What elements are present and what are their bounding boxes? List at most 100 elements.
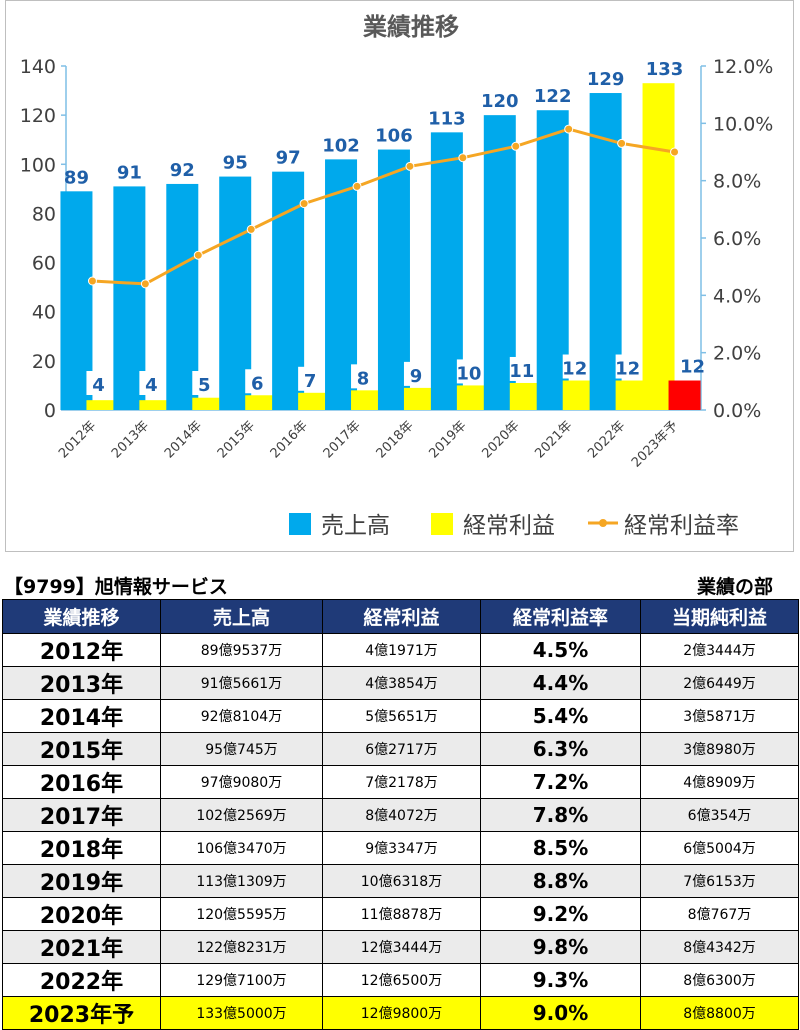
profit-data-label: 5	[198, 375, 211, 396]
net-income-cell: 8億6300万	[640, 963, 799, 997]
profit-bar	[86, 400, 119, 410]
sales-cell: 129億7100万	[160, 963, 323, 997]
right-axis-tick-label: 4.0%	[713, 285, 761, 307]
net-income-cell: 3億5871万	[640, 699, 799, 733]
sales-data-label: 120	[481, 91, 519, 112]
profit-data-label: 8	[357, 368, 370, 389]
profit-data-label-background	[298, 366, 323, 391]
ordinary-profit-cell: 4億1971万	[322, 633, 481, 667]
sales-cell: 95億745万	[160, 732, 323, 766]
left-axis-tick-label: 0	[44, 400, 56, 422]
profit-bar	[298, 392, 331, 410]
ordinary-profit-cell: 12億9800万	[322, 996, 481, 1030]
left-axis-tick-label: 140	[20, 56, 56, 78]
sales-data-label: 95	[223, 153, 248, 174]
left-axis-tick-label: 80	[32, 203, 56, 225]
x-axis-tick-label: 2018年	[374, 418, 417, 461]
net-income-cell: 8億4342万	[640, 930, 799, 964]
profit-data-label: 10	[456, 363, 481, 384]
legend-swatch	[431, 513, 453, 535]
x-axis-tick-label: 2014年	[162, 418, 205, 461]
right-axis-tick-label: 2.0%	[713, 343, 761, 365]
profit-data-label: 11	[509, 361, 534, 382]
table-row: 2018年 106億3470万 9億3347万 8.5% 6億5004万	[2, 831, 799, 865]
sales-cell: 91億5661万	[160, 666, 323, 700]
x-axis-tick-label: 2016年	[268, 418, 311, 461]
chart-title: 業績推移	[363, 13, 459, 41]
profit-rate-cell: 7.8%	[480, 798, 641, 832]
profit-bar	[562, 380, 595, 410]
net-income-cell: 6億354万	[640, 798, 799, 832]
profit-data-label-background	[139, 371, 164, 395]
sales-cell: 120億5595万	[160, 897, 323, 931]
profit-bar	[351, 390, 384, 410]
x-axis-tick-label: 2021年	[532, 418, 575, 461]
profit-data-label-background	[192, 371, 217, 395]
sales-cell: 97億9080万	[160, 765, 323, 799]
sales-cell: 92億8104万	[160, 699, 323, 733]
rate-point	[511, 141, 521, 151]
ordinary-profit-cell: 8億4072万	[322, 798, 481, 832]
left-axis-tick-label: 100	[20, 154, 56, 176]
column-header: 経常利益	[322, 599, 481, 634]
profit-rate-cell: 9.0%	[480, 996, 641, 1030]
profit-bar	[139, 400, 172, 410]
rate-point	[458, 153, 468, 163]
left-axis-tick-label: 20	[32, 351, 56, 373]
profit-rate-cell: 9.3%	[480, 963, 641, 997]
ordinary-profit-cell: 5億5651万	[322, 699, 481, 733]
legend-swatch	[289, 513, 311, 535]
sales-bar	[642, 83, 675, 410]
sales-cell: 133億5000万	[160, 996, 323, 1030]
year-cell: 2018年	[2, 831, 161, 865]
rate-point	[405, 161, 415, 171]
legend-label: 売上高	[321, 513, 390, 539]
year-cell: 2017年	[2, 798, 161, 832]
profit-rate-cell: 9.8%	[480, 930, 641, 964]
rate-point	[87, 276, 97, 286]
ordinary-profit-cell: 7億2178万	[322, 765, 481, 799]
year-cell: 2014年	[2, 699, 161, 733]
table-row: 2020年 120億5595万 11億8878万 9.2% 8億767万	[2, 897, 799, 931]
column-header: 売上高	[160, 599, 323, 634]
company-name: 【9799】旭情報サービス	[4, 576, 228, 598]
rate-point	[140, 279, 150, 289]
year-cell: 2023年予	[2, 996, 161, 1030]
profit-data-label-background	[615, 354, 640, 379]
x-axis-tick-label: 2022年	[585, 418, 628, 461]
net-income-cell: 2億6449万	[640, 666, 799, 700]
profit-data-label-background	[86, 371, 111, 395]
ordinary-profit-cell: 10億6318万	[322, 864, 481, 898]
ordinary-profit-cell: 4億3854万	[322, 666, 481, 700]
rate-point	[246, 224, 256, 234]
rate-point	[299, 199, 309, 209]
left-axis-tick-label: 120	[20, 105, 56, 127]
sales-data-label: 102	[322, 135, 360, 156]
profit-data-label-background	[509, 356, 534, 381]
column-header: 経常利益率	[480, 599, 641, 634]
profit-bar	[615, 380, 648, 410]
net-income-cell: 3億8980万	[640, 732, 799, 766]
profit-data-label: 12	[562, 359, 587, 380]
right-axis-tick-label: 8.0%	[713, 171, 761, 193]
column-header: 当期純利益	[640, 599, 799, 634]
net-income-cell: 6億5004万	[640, 831, 799, 865]
rate-point	[193, 250, 203, 260]
ordinary-profit-cell: 12億6500万	[322, 963, 481, 997]
profit-data-label: 7	[304, 371, 317, 392]
table-row: 2015年 95億745万 6億2717万 6.3% 3億8980万	[2, 732, 799, 766]
profit-rate-cell: 7.2%	[480, 765, 641, 799]
left-axis-tick-label: 40	[32, 302, 56, 324]
table-row: 2014年 92億8104万 5億5651万 5.4% 3億5871万	[2, 699, 799, 733]
year-cell: 2016年	[2, 765, 161, 799]
profit-rate-cell: 4.4%	[480, 666, 641, 700]
profit-data-label: 12	[615, 359, 640, 380]
profit-data-label: 4	[145, 375, 158, 396]
sales-cell: 106億3470万	[160, 831, 323, 865]
sales-data-label: 97	[276, 148, 301, 169]
year-cell: 2012年	[2, 633, 161, 667]
table-row: 2017年 102億2569万 8億4072万 7.8% 6億354万	[2, 798, 799, 832]
x-axis-tick-label: 2017年	[321, 418, 364, 461]
net-income-cell: 2億3444万	[640, 633, 799, 667]
profit-data-label-background	[456, 359, 481, 384]
